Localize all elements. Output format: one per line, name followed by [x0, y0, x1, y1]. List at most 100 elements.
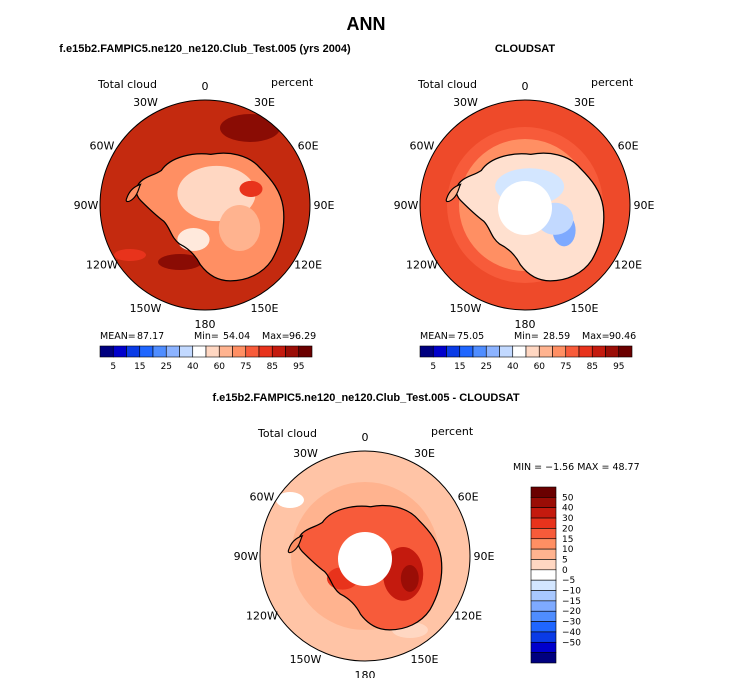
lon-label-0: 0	[522, 80, 529, 93]
colorbar-tick-label: 25	[481, 362, 492, 372]
colorbar-tick-label: 40	[562, 504, 574, 514]
panel-diff-map	[260, 451, 470, 661]
panel-obs-mean-label: MEAN=	[420, 331, 456, 342]
colorbar-swatch	[112, 345, 127, 358]
panel-model-variable-label: Total cloud	[97, 78, 157, 91]
panel-model-min-label: Min=	[194, 331, 219, 342]
panel-model-mean-value: 87.17	[137, 331, 164, 342]
colorbar-tick-label: −15	[562, 597, 581, 607]
lon-label-90w: 90W	[234, 550, 259, 563]
colorbar-tick-label: 95	[613, 362, 624, 372]
lon-label-180: 180	[515, 318, 536, 331]
colorbar-swatch	[618, 345, 633, 358]
colorbar-swatch	[605, 345, 620, 358]
panel-obs-variable-label: Total cloud	[417, 78, 477, 91]
colorbar-swatch	[530, 517, 557, 529]
colorbar-tick-label: 50	[562, 493, 574, 503]
colorbar-tick-label: 60	[534, 362, 546, 372]
panel-model-plateau-field	[177, 228, 210, 251]
panel-obs-units-label: percent	[591, 76, 634, 89]
colorbar-swatch	[530, 528, 557, 540]
colorbar-swatch	[578, 345, 593, 358]
colorbar-tick-label: −50	[562, 638, 581, 648]
lon-label-60e: 60E	[298, 140, 319, 153]
colorbar-tick-label: 5	[110, 362, 116, 372]
colorbar-tick-label: −10	[562, 587, 581, 597]
colorbar-swatch	[472, 345, 487, 358]
lon-label-180: 180	[195, 318, 216, 331]
panel-diff: Total cloud percent 0 30E 60E 90E 120E 150E 18…	[234, 425, 640, 678]
colorbar-swatch	[530, 590, 557, 602]
panel-obs-map	[420, 100, 630, 310]
colorbar-swatch	[419, 345, 434, 358]
lon-label-30w: 30W	[293, 447, 318, 460]
lon-label-30e: 30E	[574, 96, 595, 109]
lon-label-30w: 30W	[133, 96, 158, 109]
figure-title: ANN	[347, 14, 386, 34]
lon-label-30e: 30E	[414, 447, 435, 460]
colorbar-swatch	[165, 345, 180, 358]
lon-label-150w: 150W	[130, 302, 162, 315]
panel-obs-min-value: 28.59	[543, 331, 570, 342]
colorbar-swatch	[218, 345, 233, 358]
panel-diff-min-max-text: MIN = −1.56 MAX = 48.77	[513, 462, 640, 473]
panel-diff-missing-data-hole	[338, 532, 392, 586]
panel-diff-units-label: percent	[431, 425, 474, 438]
colorbar-swatch	[271, 345, 286, 358]
colorbar-swatch	[530, 652, 557, 664]
panel-diff-variable-label: Total cloud	[257, 427, 317, 440]
lon-label-60w: 60W	[409, 140, 434, 153]
panel-model-max-label: Max=	[262, 331, 290, 342]
panel-model-colorbar: 5 15 25 40 60 75 85 95	[99, 345, 313, 372]
panel-diff-map-border	[259, 450, 471, 662]
panel-obs-min-label: Min=	[514, 331, 539, 342]
panel-model-units-label: percent	[271, 76, 314, 89]
panel-obs-max-value: 90.46	[609, 331, 636, 342]
colorbar-swatch	[530, 600, 557, 612]
panel-diff-subtitle: f.e15b2.FAMPIC5.ne120_ne120.Club_Test.00…	[212, 392, 519, 404]
panel-obs-mean-value: 75.05	[457, 331, 484, 342]
colorbar-tick-label: 40	[187, 362, 199, 372]
panel-model: Total cloud percent 0 30E 60E 90E 120E 150E 18…	[74, 76, 335, 372]
panel-obs-max-label: Max=	[582, 331, 610, 342]
lon-label-180: 180	[355, 669, 376, 678]
panel-model-lon-labels: 0 30E 60E 90E 120E 150E 180 150W 120W 90W 60W 30W	[74, 80, 335, 331]
colorbar-swatch	[530, 641, 557, 653]
colorbar-swatch	[152, 345, 167, 358]
lon-label-30e: 30E	[254, 96, 275, 109]
colorbar-swatch	[530, 497, 557, 509]
colorbar-tick-label: 20	[562, 524, 574, 534]
colorbar-swatch	[530, 579, 557, 591]
panel-model-high-cloud-patch	[220, 114, 280, 142]
colorbar-tick-label: 60	[214, 362, 226, 372]
lon-label-150e: 150E	[251, 302, 279, 315]
colorbar-tick-label: −40	[562, 628, 581, 638]
colorbar-swatch	[530, 538, 557, 550]
panel-diff-high-diff-field	[400, 564, 419, 592]
lon-label-150e: 150E	[411, 653, 439, 666]
lon-label-150e: 150E	[571, 302, 599, 315]
panel-model-high-cloud-patch	[158, 254, 202, 270]
lon-label-150w: 150W	[290, 653, 322, 666]
colorbar-tick-label: 15	[454, 362, 465, 372]
panel-obs-map-border	[419, 99, 631, 311]
colorbar-swatch	[298, 345, 313, 358]
lon-label-120e: 120E	[454, 610, 482, 623]
panel-obs-subtitle: CLOUDSAT	[495, 43, 556, 55]
colorbar-tick-label: 10	[562, 545, 574, 555]
colorbar-tick-label: 85	[587, 362, 598, 372]
colorbar-swatch	[530, 486, 557, 498]
colorbar-swatch	[205, 345, 220, 358]
lon-label-90e: 90E	[314, 199, 335, 212]
colorbar-swatch	[552, 345, 567, 358]
colorbar-swatch	[565, 345, 580, 358]
panel-model-mean-label: MEAN=	[100, 331, 136, 342]
lon-label-150w: 150W	[450, 302, 482, 315]
panel-diff-near-zero-patch	[276, 492, 304, 508]
panel-model-plateau-field	[218, 205, 261, 251]
colorbar-swatch	[232, 345, 247, 358]
colorbar-swatch	[499, 345, 514, 358]
colorbar-tick-label: 30	[562, 514, 574, 524]
colorbar-tick-label: −5	[562, 576, 575, 586]
